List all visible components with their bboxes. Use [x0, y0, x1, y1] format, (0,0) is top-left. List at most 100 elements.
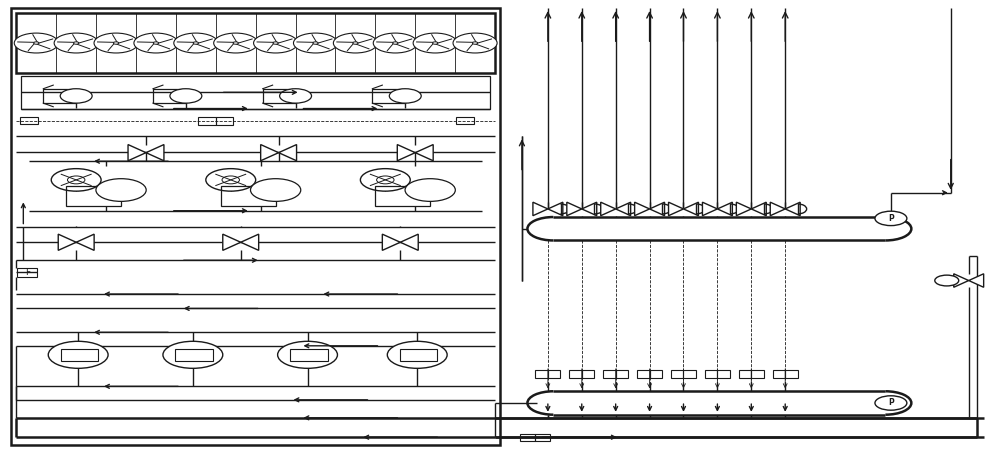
- Bar: [66, 186, 121, 206]
- Polygon shape: [146, 145, 164, 161]
- Circle shape: [254, 33, 298, 53]
- Text: P: P: [888, 214, 894, 223]
- Polygon shape: [128, 145, 146, 161]
- Bar: [705, 370, 717, 378]
- Circle shape: [96, 178, 146, 202]
- Polygon shape: [533, 202, 548, 216]
- Polygon shape: [969, 274, 984, 287]
- Bar: [175, 348, 213, 361]
- Bar: [582, 370, 594, 378]
- Bar: [216, 116, 233, 125]
- Polygon shape: [616, 202, 631, 216]
- Circle shape: [94, 33, 138, 53]
- Circle shape: [60, 89, 92, 103]
- Bar: [548, 370, 560, 378]
- Bar: [61, 348, 98, 361]
- Bar: [773, 370, 785, 378]
- Circle shape: [67, 176, 85, 184]
- Bar: [290, 348, 328, 361]
- Circle shape: [233, 42, 238, 44]
- Bar: [43, 89, 76, 103]
- Bar: [751, 370, 764, 378]
- Text: F: F: [25, 268, 30, 277]
- Bar: [535, 434, 550, 441]
- Bar: [569, 370, 582, 378]
- Circle shape: [293, 33, 338, 53]
- Polygon shape: [601, 202, 616, 216]
- Circle shape: [360, 169, 410, 191]
- Polygon shape: [736, 202, 751, 216]
- Circle shape: [278, 341, 337, 368]
- Bar: [683, 370, 696, 378]
- Polygon shape: [770, 202, 785, 216]
- Circle shape: [214, 33, 258, 53]
- Polygon shape: [415, 145, 433, 161]
- Text: P: P: [888, 399, 894, 408]
- Polygon shape: [567, 202, 582, 216]
- Bar: [785, 370, 798, 378]
- Circle shape: [113, 42, 119, 44]
- Polygon shape: [548, 202, 563, 216]
- Polygon shape: [785, 202, 800, 216]
- Circle shape: [393, 42, 398, 44]
- Bar: [20, 117, 38, 124]
- Polygon shape: [76, 234, 94, 251]
- Bar: [21, 76, 490, 109]
- Bar: [221, 186, 276, 206]
- Bar: [637, 370, 650, 378]
- Circle shape: [935, 275, 959, 286]
- Polygon shape: [582, 202, 597, 216]
- Circle shape: [134, 33, 178, 53]
- Bar: [372, 89, 405, 103]
- Circle shape: [51, 169, 101, 191]
- Circle shape: [163, 341, 223, 368]
- Polygon shape: [751, 202, 766, 216]
- Polygon shape: [382, 234, 400, 251]
- Circle shape: [206, 169, 256, 191]
- Circle shape: [54, 33, 98, 53]
- Bar: [198, 116, 216, 125]
- Polygon shape: [635, 202, 650, 216]
- Bar: [153, 89, 186, 103]
- Circle shape: [170, 89, 202, 103]
- Circle shape: [472, 42, 478, 44]
- Circle shape: [433, 42, 438, 44]
- Circle shape: [222, 176, 239, 184]
- Polygon shape: [400, 234, 418, 251]
- Bar: [739, 370, 751, 378]
- Circle shape: [313, 42, 318, 44]
- Circle shape: [153, 42, 159, 44]
- Circle shape: [405, 178, 455, 202]
- Polygon shape: [669, 202, 683, 216]
- Bar: [717, 370, 730, 378]
- Circle shape: [174, 33, 218, 53]
- Circle shape: [48, 341, 108, 368]
- Polygon shape: [650, 202, 665, 216]
- Bar: [375, 186, 430, 206]
- Circle shape: [413, 33, 457, 53]
- Polygon shape: [397, 145, 415, 161]
- Bar: [535, 370, 548, 378]
- Bar: [671, 370, 683, 378]
- Circle shape: [377, 176, 394, 184]
- Circle shape: [333, 33, 377, 53]
- Circle shape: [453, 33, 497, 53]
- Circle shape: [389, 89, 421, 103]
- Circle shape: [250, 178, 301, 202]
- Polygon shape: [702, 202, 717, 216]
- Bar: [11, 8, 500, 445]
- Circle shape: [875, 211, 907, 226]
- Circle shape: [280, 89, 312, 103]
- Bar: [650, 370, 662, 378]
- Bar: [16, 13, 495, 73]
- Bar: [400, 348, 437, 361]
- Polygon shape: [279, 145, 297, 161]
- Polygon shape: [683, 202, 698, 216]
- Circle shape: [373, 33, 417, 53]
- Polygon shape: [717, 202, 732, 216]
- Bar: [456, 117, 474, 124]
- Bar: [263, 89, 296, 103]
- Bar: [616, 370, 628, 378]
- Circle shape: [875, 396, 907, 410]
- Polygon shape: [241, 234, 259, 251]
